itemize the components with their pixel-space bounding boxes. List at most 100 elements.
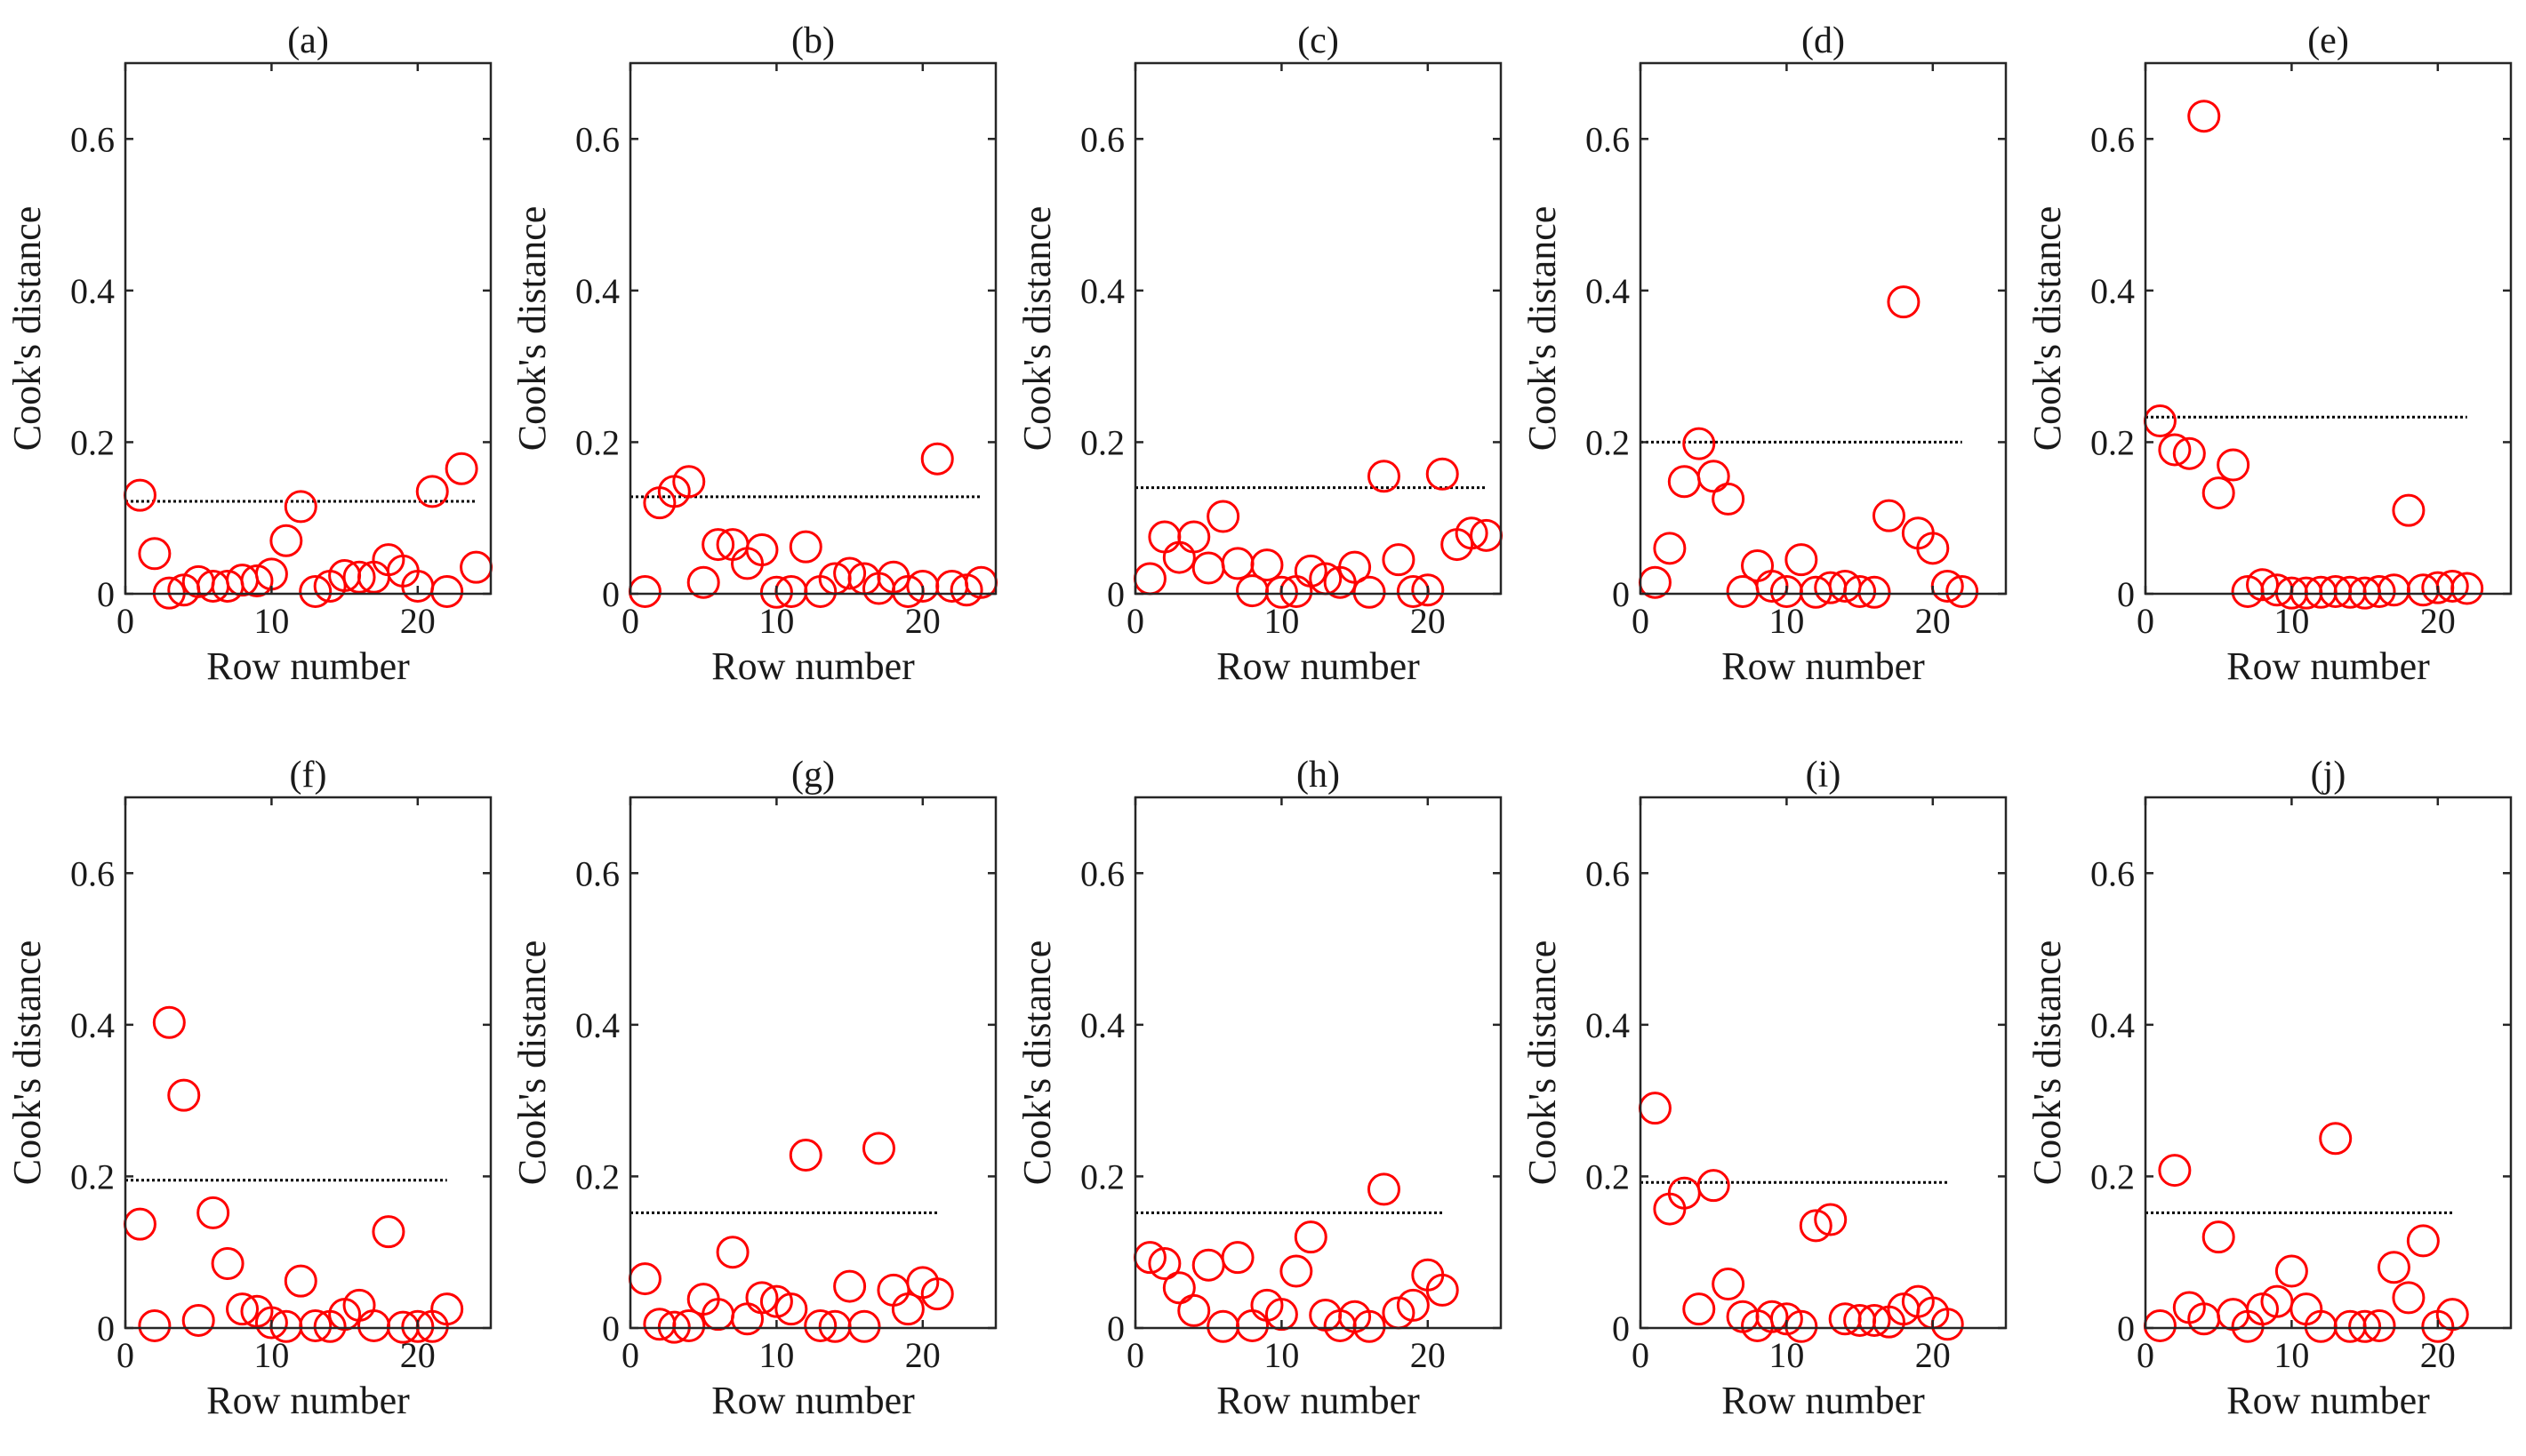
data-point	[1682, 427, 1716, 460]
data-point	[1857, 1303, 1891, 1337]
x-tick-label: 10	[758, 601, 794, 641]
data-point	[833, 556, 867, 590]
y-tick-label: 0.6	[1585, 119, 1630, 159]
y-tick-label: 0.2	[1585, 422, 1630, 462]
data-point	[833, 1269, 867, 1303]
data-point	[672, 1308, 706, 1342]
y-tick-label: 0.6	[70, 853, 115, 893]
x-tick-label: 0	[1127, 1335, 1144, 1375]
subplot-title: (b)	[791, 20, 835, 61]
data-point	[745, 1281, 779, 1315]
subplot-title: (d)	[1801, 20, 1845, 61]
data-point	[789, 1139, 822, 1172]
x-tick-label: 0	[116, 1335, 134, 1375]
axes-box	[1639, 61, 2008, 596]
subplot-h: 0 0.2 0.4 0.6 0 10 20 (h) Row number Cook's dista…	[1015, 755, 1503, 1422]
data-point	[1696, 460, 1730, 493]
data-point	[2450, 572, 2484, 605]
y-axis-label: Cook's distance	[1520, 206, 1564, 452]
data-point	[804, 1308, 838, 1342]
data-point	[702, 528, 735, 562]
data-point	[2362, 574, 2396, 608]
x-tick-label: 20	[400, 601, 436, 641]
data-point	[1872, 499, 1905, 532]
data-point	[401, 1309, 435, 1343]
y-tick-label: 0.4	[1080, 1005, 1125, 1045]
data-point	[445, 452, 478, 485]
x-axis-label: Row number	[711, 644, 915, 688]
data-point	[1207, 500, 1240, 533]
data-point	[181, 1303, 215, 1337]
data-point	[138, 1308, 172, 1342]
x-tick-label: 10	[1768, 1335, 1804, 1375]
x-tick-label: 10	[1263, 1335, 1299, 1375]
data-point	[1294, 1220, 1327, 1254]
data-point	[1784, 543, 1818, 577]
data-point	[2362, 1308, 2396, 1342]
y-tick-label: 0	[2117, 574, 2135, 614]
data-point	[1396, 1288, 1430, 1322]
data-point	[284, 490, 317, 524]
y-tick-label: 0.2	[1585, 1156, 1630, 1196]
y-tick-label: 0.4	[70, 1005, 115, 1045]
data-point	[2201, 1220, 2235, 1254]
subplot-title: (e)	[2307, 20, 2349, 61]
x-axis-label: Row number	[206, 1379, 410, 1422]
subplot-b: 0 0.2 0.4 0.6 0 10 20 (b) Row number Cook's dista…	[510, 20, 998, 688]
data-point	[357, 1308, 390, 1342]
x-axis-label: Row number	[1216, 1379, 1420, 1422]
data-point	[2348, 1309, 2382, 1343]
data-point	[167, 1078, 201, 1112]
data-point	[342, 560, 376, 594]
data-point	[1264, 1298, 1298, 1332]
x-tick-label: 20	[2420, 1335, 2456, 1375]
y-tick-label: 0	[602, 1308, 620, 1348]
x-tick-label: 0	[621, 601, 639, 641]
x-tick-label: 10	[2273, 601, 2309, 641]
x-tick-label: 20	[905, 601, 941, 641]
data-point	[1814, 1203, 1848, 1236]
data-point	[1667, 465, 1701, 499]
y-tick-label: 0.4	[1080, 271, 1125, 311]
y-axis-label: Cook's distance	[2025, 940, 2069, 1186]
data-point	[1148, 520, 1182, 554]
data-point	[2392, 493, 2426, 527]
data-point	[2187, 100, 2221, 133]
data-point	[759, 575, 793, 609]
data-point	[240, 564, 274, 598]
y-axis-label: Cook's distance	[5, 940, 49, 1186]
data-point	[269, 524, 303, 557]
data-point	[1916, 532, 1950, 565]
x-tick-label: 10	[253, 601, 289, 641]
x-tick-label: 0	[2137, 1335, 2154, 1375]
data-point	[372, 1215, 405, 1249]
data-point	[254, 1306, 288, 1340]
data-point	[2201, 476, 2235, 510]
x-axis-label: Row number	[1721, 644, 1925, 688]
x-tick-label: 0	[2137, 601, 2154, 641]
x-tick-label: 10	[758, 1335, 794, 1375]
data-point	[1352, 575, 1386, 609]
x-tick-label: 10	[253, 1335, 289, 1375]
x-tick-label: 0	[1632, 601, 1649, 641]
data-point	[1367, 460, 1400, 493]
subplot-title: (h)	[1296, 755, 1340, 796]
data-point	[1843, 574, 1877, 608]
data-point	[920, 442, 954, 476]
data-point	[1207, 1309, 1240, 1343]
y-tick-label: 0	[1612, 1308, 1630, 1348]
axes-box	[629, 796, 998, 1330]
data-point	[1455, 516, 1488, 550]
x-tick-label: 20	[905, 1335, 941, 1375]
data-point	[1221, 1241, 1255, 1275]
y-axis-label: Cook's distance	[5, 206, 49, 452]
x-tick-label: 20	[2420, 601, 2456, 641]
y-tick-label: 0.2	[70, 1156, 115, 1196]
data-point	[686, 565, 720, 599]
data-point	[920, 1277, 954, 1311]
data-point	[716, 1236, 750, 1269]
data-point	[1162, 540, 1196, 574]
x-axis-label: Row number	[2226, 1379, 2430, 1422]
data-point	[1221, 547, 1255, 580]
